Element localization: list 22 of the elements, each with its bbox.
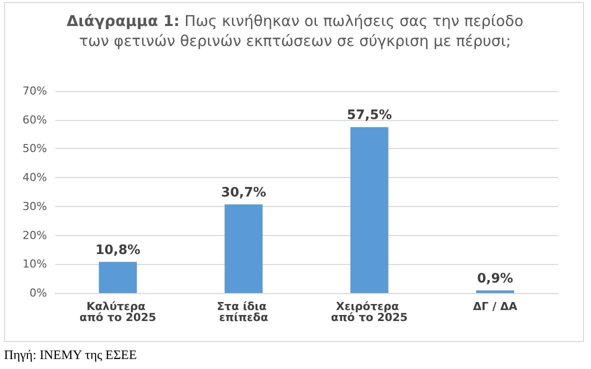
data-label: 57,5% [346, 108, 392, 124]
y-tick-label: 70% [22, 84, 47, 98]
y-tick-label: 50% [22, 142, 47, 156]
x-tick-label: ΔΓ / ΔΑ [473, 300, 518, 313]
data-label: 30,7% [221, 185, 266, 200]
x-tick-label: Καλύτερα από το 2025 [80, 300, 156, 324]
text: Πηγή: ΙΝΕΜΥ της ΕΣΕΕ [4, 347, 137, 363]
y-tick-label: 10% [22, 258, 47, 271]
bar [224, 204, 263, 293]
bar [350, 127, 388, 293]
data-label: 0,9% [477, 271, 514, 286]
chart-title: Διάγραμμα 1: Πως κινήθηκαν οι πωλήσεις σας την περίοδο των φετινών θερινών εκπτώσεων σε σύγκριση με πέρυσι; [66, 11, 524, 51]
x-tick-label: Στα ίδια επίπεδα [216, 300, 270, 324]
y-tick-label: 60% [22, 113, 47, 126]
y-tick-label: 20% [22, 228, 47, 242]
y-tick-label: 0% [30, 286, 47, 300]
bar [476, 290, 514, 293]
y-tick-label: 30% [22, 200, 47, 213]
data-label: 10,8% [95, 242, 140, 258]
x-tick-label: Χειρότερα από το 2025 [331, 300, 408, 324]
bar [98, 262, 137, 293]
y-tick-label: 40% [22, 171, 47, 184]
